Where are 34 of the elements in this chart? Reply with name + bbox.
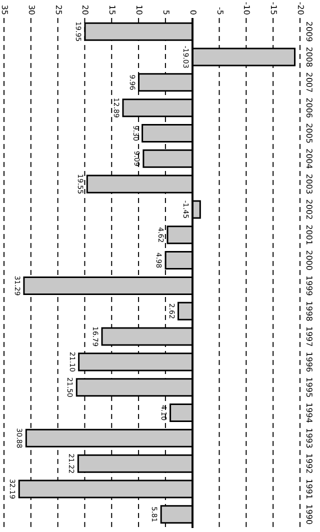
y-tick-label: 2002	[304, 199, 314, 220]
y-tick-label: 2000	[304, 250, 314, 270]
y-tick-label: 1993	[304, 428, 314, 448]
x-tick-label: -15	[269, 2, 278, 15]
x-tick-label: 10	[134, 4, 144, 15]
y-tick-label: 2005	[304, 123, 314, 144]
y-tick-label: 2004	[304, 148, 314, 169]
y-tick-label: 1990	[304, 504, 314, 525]
x-tick-label: 25	[54, 4, 63, 15]
y-tick-label: 2007	[304, 72, 314, 93]
x-tick-label: 15	[108, 4, 117, 15]
y-tick-label: 2006	[304, 98, 314, 118]
y-tick-label: 1992	[304, 453, 314, 474]
y-tick-label: 1991	[304, 478, 314, 500]
y-tick-label: 2009	[304, 21, 314, 42]
y-tick-label: 1994	[304, 402, 314, 423]
y-tick-label: 1997	[304, 326, 314, 347]
y-tick-label: 1995	[304, 377, 314, 398]
y-tick-label: 1998	[304, 300, 314, 322]
x-tick-label: -20	[296, 2, 305, 15]
x-tick-label: -10	[242, 2, 252, 15]
x-tick-label: 20	[80, 4, 90, 15]
y-tick-label: 1996	[304, 352, 314, 372]
bar	[178, 302, 194, 320]
x-tick-label: 5	[161, 10, 170, 15]
bar	[170, 404, 194, 422]
y-tick-label: 2003	[304, 174, 314, 194]
y-tick-label: 1999	[304, 276, 314, 296]
y-tick-label: 2001	[304, 224, 314, 246]
x-tick-label: -5	[215, 7, 224, 15]
x-tick-label: 35	[0, 4, 9, 15]
y-tick-label: 2008	[304, 46, 314, 68]
x-tick-label: 30	[26, 4, 36, 15]
x-tick-label: 0	[188, 10, 198, 15]
